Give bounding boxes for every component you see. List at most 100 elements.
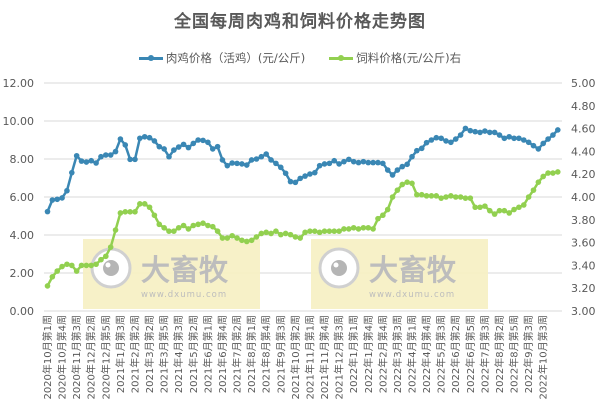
data-point [277, 231, 284, 238]
data-point [243, 238, 250, 245]
data-point [180, 141, 187, 148]
data-point [137, 201, 143, 207]
data-point [151, 212, 158, 219]
data-point [161, 146, 167, 152]
data-point [302, 229, 308, 236]
data-point [307, 171, 313, 177]
x-tick-label: 2021年11月第4周 [318, 315, 331, 400]
data-point [98, 256, 104, 263]
x-tick-label: 2022年4月第1周 [406, 315, 419, 393]
data-point [239, 161, 245, 167]
data-point [307, 228, 313, 234]
data-point [331, 228, 338, 234]
data-point [389, 172, 396, 178]
data-point [491, 211, 498, 217]
data-point [161, 224, 167, 231]
data-point [326, 228, 333, 234]
data-point [44, 283, 51, 289]
data-point [282, 170, 289, 177]
data-point [486, 207, 493, 214]
data-point [253, 234, 260, 240]
data-point [171, 228, 177, 234]
data-point [555, 169, 561, 175]
data-point [156, 143, 163, 150]
data-point [448, 139, 454, 146]
x-tick-label: 2021年8月第1周 [245, 315, 258, 393]
data-point [336, 228, 342, 234]
data-point [535, 146, 542, 152]
legend-item-chicken-price: 肉鸡价格（活鸡）(元/公斤) [138, 49, 306, 67]
data-point [423, 193, 430, 199]
data-point [112, 148, 119, 155]
data-point [107, 152, 114, 158]
data-point [107, 244, 114, 250]
data-point [88, 157, 95, 164]
y-axis-right: 3.00 3.20 3.40 3.60 3.80 4.00 4.20 4.40 4.60 4.80… [571, 77, 596, 318]
data-point [263, 229, 270, 236]
y-tick-label-right: 3.40 [571, 259, 596, 272]
data-point [98, 153, 104, 160]
data-point [452, 136, 459, 142]
data-point [312, 228, 318, 234]
data-point [326, 160, 333, 167]
data-point [511, 135, 517, 142]
data-point [535, 179, 542, 185]
data-point [418, 191, 425, 198]
data-point [195, 221, 201, 228]
data-point [166, 228, 172, 234]
legend-label-chicken-price: 肉鸡价格（活鸡）(元/公斤) [165, 51, 306, 65]
data-point [380, 160, 386, 167]
data-point [209, 146, 216, 152]
data-point [443, 138, 449, 144]
x-tick-label: 2022年4月第4周 [420, 315, 433, 393]
data-point [404, 179, 410, 185]
y-tick-label-right: 4.60 [571, 123, 596, 136]
data-point [200, 220, 206, 227]
y-tick-label-left: 8.00 [10, 153, 35, 166]
data-point [346, 226, 352, 232]
y-tick-label-right: 4.40 [571, 145, 596, 158]
data-point [88, 262, 95, 269]
x-tick-label: 2022年3月第3周 [391, 315, 404, 393]
x-tick-label: 2022年8月第5周 [508, 315, 521, 393]
y-tick-label-left: 12.00 [3, 77, 35, 90]
data-point [54, 196, 61, 203]
data-point [520, 137, 527, 143]
data-point [438, 135, 444, 142]
x-tick-label: 2022年6月第5周 [464, 315, 477, 393]
data-point [190, 140, 197, 147]
watermark: 大畜牧 www.dxumu.com [311, 239, 488, 309]
watermark-url: www.dxumu.com [141, 290, 227, 300]
y-tick-label-right: 3.80 [571, 214, 596, 227]
data-point [234, 235, 240, 241]
data-point [341, 226, 347, 232]
data-point [287, 178, 294, 185]
data-point [185, 226, 192, 232]
data-point [545, 170, 551, 176]
data-point [146, 134, 153, 141]
data-point [200, 137, 206, 144]
x-tick-label: 2021年11月第1周 [303, 315, 316, 400]
data-point [525, 194, 532, 200]
data-point [506, 210, 512, 216]
data-point [132, 156, 138, 163]
data-point [355, 226, 362, 232]
data-point [360, 158, 367, 165]
data-point [346, 156, 352, 163]
data-point [414, 147, 420, 154]
data-point [555, 127, 561, 133]
x-tick-label: 2021年8月第4周 [260, 315, 273, 393]
x-tick-label: 2021年12月第3周 [333, 315, 346, 400]
data-point [448, 193, 454, 199]
x-tick-label: 2021年9月第3周 [274, 315, 287, 393]
data-point [316, 162, 323, 169]
data-point [185, 144, 192, 151]
data-point [501, 207, 508, 214]
data-point [409, 153, 415, 160]
data-point [103, 152, 109, 158]
data-point [550, 132, 556, 138]
data-point [292, 234, 299, 240]
data-point [384, 206, 391, 213]
data-point [103, 253, 109, 260]
